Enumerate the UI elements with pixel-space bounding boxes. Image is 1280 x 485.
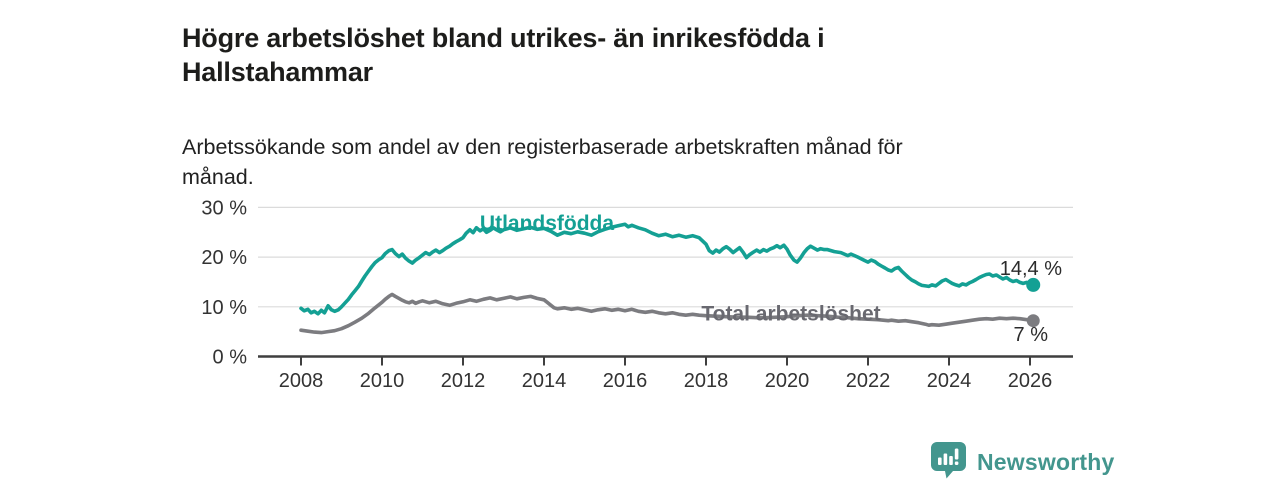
series-label-utlandsfodda: Utlandsfödda: [480, 212, 614, 235]
y-axis-label: 30 %: [201, 197, 247, 219]
x-axis-label: 2022: [846, 370, 891, 392]
x-axis-label: 2020: [765, 370, 810, 392]
brand-name: Newsworthy: [977, 449, 1115, 475]
y-axis-label: 10 %: [201, 297, 247, 319]
series-label-total-arbetsloshet: Total arbetslöshet: [701, 303, 880, 326]
newsworthy-logo-icon: [930, 441, 967, 484]
y-axis-label: 0 %: [213, 347, 248, 369]
x-axis-label: 2014: [522, 370, 567, 392]
y-axis-label: 20 %: [201, 247, 247, 269]
x-axis-label: 2016: [603, 370, 648, 392]
end-value-label-total-arbetsloshet: 7 %: [1014, 324, 1049, 346]
x-axis-label: 2010: [360, 370, 405, 392]
series-end-dot-total-arbetsloshet: [1026, 314, 1040, 328]
x-axis-label: 2008: [279, 370, 324, 392]
x-axis-label: 2012: [441, 370, 486, 392]
series-line-total-arbetsloshet: [299, 292, 1035, 335]
series-end-dot-utlandsfodda: [1026, 277, 1041, 292]
x-axis-label: 2024: [927, 370, 972, 392]
brand-footer: Newsworthy: [930, 441, 1114, 484]
page-title: Högre arbetslöshet bland utrikes- än inr…: [182, 23, 825, 87]
end-value-label-utlandsfodda: 14,4 %: [1000, 258, 1062, 280]
series-line-utlandsfodda: [299, 222, 1035, 316]
x-axis-label: 2018: [684, 370, 729, 392]
chart-subtitle: Arbetssökande som andel av den registerb…: [182, 134, 903, 189]
x-axis-label: 2026: [1008, 370, 1053, 392]
